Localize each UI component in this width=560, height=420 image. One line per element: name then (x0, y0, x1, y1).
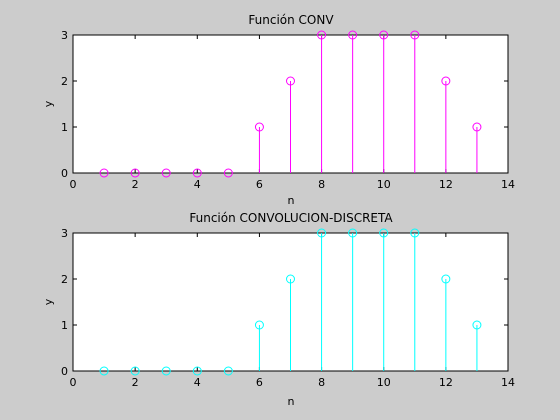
x-tick-label: 0 (70, 376, 77, 389)
stem-marker (161, 168, 171, 178)
y-axis-label: y (42, 100, 55, 107)
x-tick-label: 2 (132, 178, 139, 191)
stem-marker (472, 320, 482, 330)
x-tick-label: 14 (501, 376, 515, 389)
subplot-convolucion-discreta: Función CONVOLUCION-DISCRETA n y 0 2 4 6 8 10… (42, 211, 515, 408)
stem-marker (441, 76, 451, 86)
y-tick-label: 2 (61, 273, 68, 286)
stem-marker (99, 168, 109, 178)
stem-marker (410, 228, 420, 238)
chart-title: Función CONV (248, 13, 334, 27)
stem-marker (254, 122, 264, 132)
stem-marker (130, 366, 140, 376)
x-tick-label: 10 (377, 376, 391, 389)
x-axis-label: n (288, 194, 295, 207)
stem-marker (410, 30, 420, 40)
x-tick-label: 10 (377, 178, 391, 191)
stem-marker (223, 168, 233, 178)
stem-marker (192, 168, 202, 178)
y-axis-label: y (42, 298, 55, 305)
y-tick-label: 3 (61, 227, 68, 240)
x-tick-label: 14 (501, 178, 515, 191)
stem-marker (223, 366, 233, 376)
x-tick-label: 2 (132, 376, 139, 389)
stem-marker (161, 366, 171, 376)
stem-marker (379, 228, 389, 238)
stem-marker (192, 366, 202, 376)
stem-marker (286, 76, 295, 86)
y-tick-label: 1 (61, 319, 68, 332)
stem-marker (379, 30, 389, 40)
x-tick-label: 8 (318, 178, 325, 191)
x-tick-label: 12 (439, 178, 453, 191)
chart-title: Función CONVOLUCION-DISCRETA (189, 211, 393, 225)
y-tick-label: 3 (61, 29, 68, 42)
x-tick-label: 6 (256, 376, 263, 389)
stem-marker (99, 366, 109, 376)
stem-marker (348, 228, 358, 238)
stem-marker (472, 122, 482, 132)
x-tick-label: 0 (70, 178, 77, 191)
x-tick-label: 4 (194, 178, 201, 191)
y-tick-label: 1 (61, 121, 68, 134)
x-axis-label: n (288, 395, 295, 408)
stem-marker (317, 228, 327, 238)
x-tick-label: 4 (194, 376, 201, 389)
x-tick-label: 6 (256, 178, 263, 191)
y-tick-label: 0 (61, 167, 68, 180)
stem-marker (254, 320, 264, 330)
stem-marker (130, 168, 140, 178)
y-tick-label: 2 (61, 75, 68, 88)
stem-marker (441, 274, 451, 284)
y-tick-label: 0 (61, 365, 68, 378)
stem-marker (348, 30, 358, 40)
x-tick-label: 12 (439, 376, 453, 389)
x-tick-label: 8 (318, 376, 325, 389)
stem-marker (317, 30, 327, 40)
stem-marker (286, 274, 295, 284)
